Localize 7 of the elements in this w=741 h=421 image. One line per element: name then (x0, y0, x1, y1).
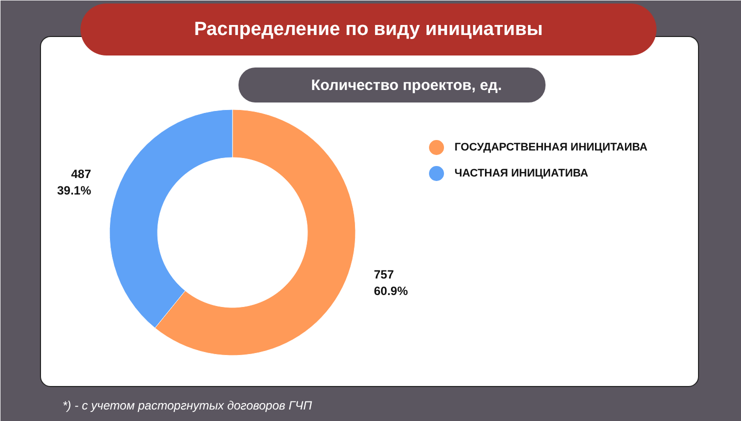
chart-title: Распределение по виду инициативы (194, 19, 543, 40)
chart-subtitle: Количество проектов, ед. (311, 77, 502, 94)
data-label: 487 39.1% (57, 166, 92, 198)
legend-label: ЧАСТНАЯ ИНИЦИАТИВА (454, 168, 588, 180)
text: *) - с учетом расторгнутых договоров ГЧП (62, 398, 312, 412)
data-label: 757 60.9% (374, 267, 408, 298)
legend-label: ГОСУДАРСТВЕННАЯ ИНИЦИТАИВА (454, 142, 648, 154)
